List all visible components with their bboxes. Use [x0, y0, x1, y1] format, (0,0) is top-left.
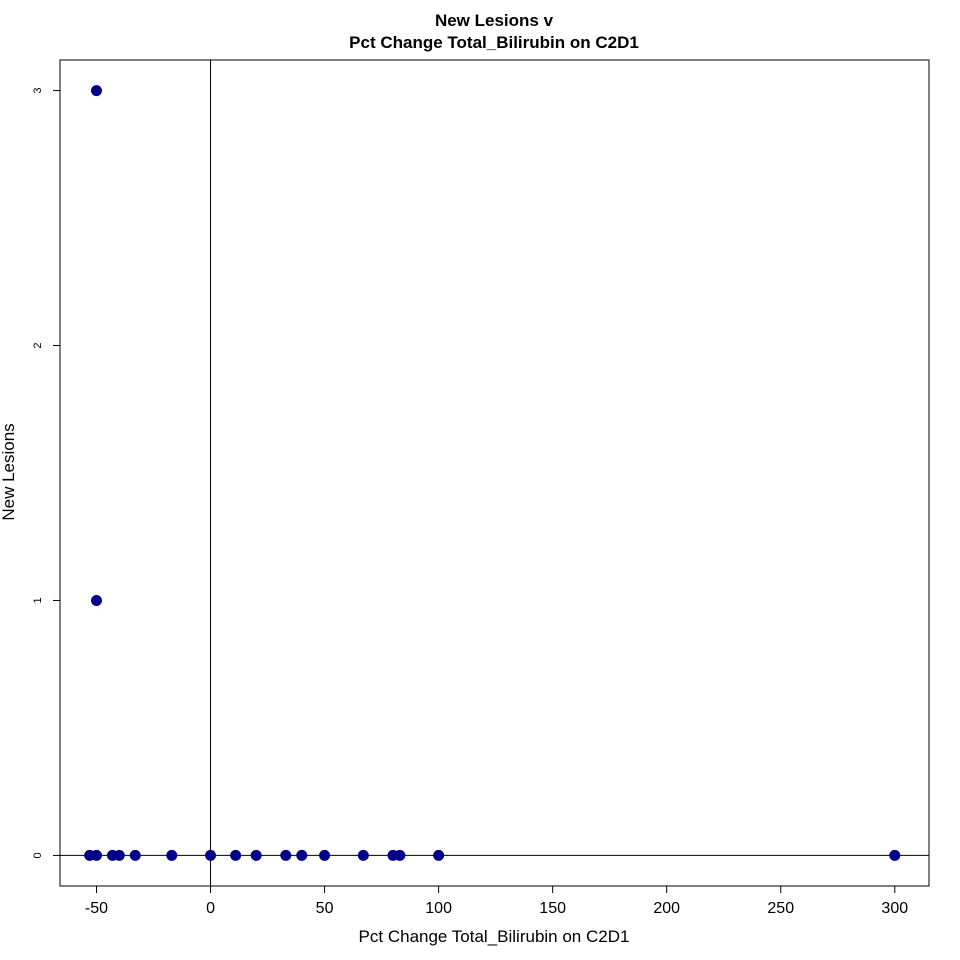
x-axis: -50 0 50 100 150 200 250 300 — [85, 886, 908, 917]
plot-frame — [59, 59, 930, 887]
data-point — [357, 849, 369, 861]
y-axis: 0 1 2 3 — [32, 88, 60, 858]
data-point — [166, 849, 178, 861]
x-tick-label: 250 — [767, 900, 794, 917]
data-point — [319, 849, 331, 861]
chart-title-line-2: Pct Change Total_Bilirubin on C2D1 — [349, 33, 639, 52]
x-tick-label: -50 — [85, 900, 108, 917]
y-tick-label: 1 — [32, 597, 44, 603]
x-tick-label: 150 — [539, 900, 566, 917]
x-tick-label: 100 — [425, 900, 452, 917]
data-point — [129, 849, 141, 861]
reference-lines — [60, 60, 929, 886]
data-point — [394, 849, 406, 861]
data-point — [280, 849, 292, 861]
x-axis-label: Pct Change Total_Bilirubin on C2D1 — [359, 927, 630, 946]
data-point — [250, 849, 262, 861]
data-point — [205, 849, 217, 861]
data-points — [84, 85, 901, 861]
y-tick-label: 0 — [32, 852, 44, 858]
data-point — [90, 594, 102, 606]
y-tick-label: 2 — [32, 342, 44, 348]
x-tick-label: 50 — [316, 900, 334, 917]
data-point — [90, 85, 102, 97]
x-tick-label: 200 — [653, 900, 680, 917]
data-point — [889, 849, 901, 861]
data-point — [296, 849, 308, 861]
data-point — [230, 849, 242, 861]
y-axis-label: New Lesions — [0, 423, 18, 520]
x-tick-label: 300 — [881, 900, 908, 917]
data-point — [433, 849, 445, 861]
x-tick-label: 0 — [206, 900, 215, 917]
chart-title-line-1: New Lesions v — [435, 11, 554, 30]
y-tick-label: 3 — [32, 88, 44, 94]
data-point — [90, 849, 102, 861]
data-point — [113, 849, 125, 861]
